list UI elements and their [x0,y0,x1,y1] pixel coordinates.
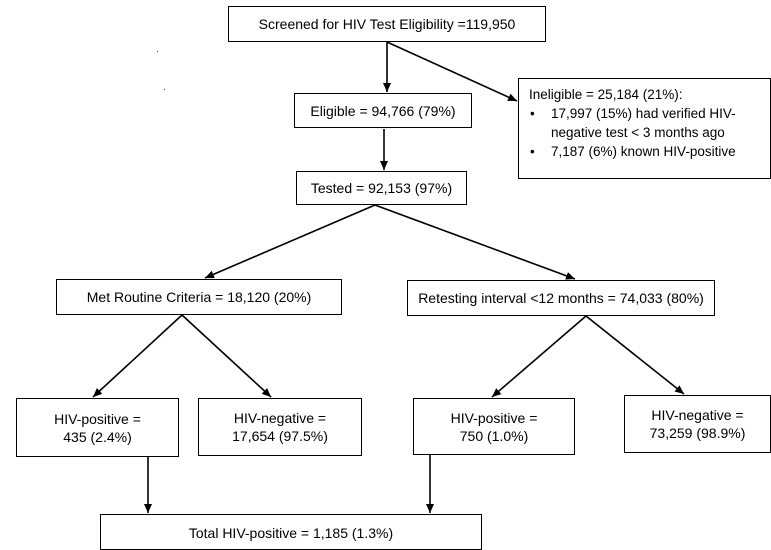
routine-positive-line1: HIV-positive = [54,410,141,427]
routine-positive-box: HIV-positive = 435 (2.4%) [16,398,179,457]
stray-dot [157,51,158,52]
routine-negative-line2: 17,654 (97.5%) [232,428,328,444]
ineligible-list: 17,997 (15%) had verified HIV-negative t… [529,104,762,161]
screened-box: Screened for HIV Test Eligibility =119,9… [228,6,546,42]
retest-label: Retesting interval <12 months = 74,033 (… [418,290,704,306]
routine-box: Met Routine Criteria = 18,120 (20%) [56,279,342,315]
ineligible-box: Ineligible = 25,184 (21%): 17,997 (15%) … [518,78,771,179]
retest-negative-box: HIV-negative = 73,259 (98.9%) [624,395,771,453]
total-positive-label: Total HIV-positive = 1,185 (1.3%) [188,525,394,541]
routine-negative-box: HIV-negative = 17,654 (97.5%) [198,398,362,456]
arrow-screened-ineligible [386,41,518,102]
ineligible-bullet: 7,187 (6%) known HIV-positive [530,142,762,161]
arrow-retest-negative [585,315,685,395]
routine-label: Met Routine Criteria = 18,120 (20%) [86,289,312,305]
routine-positive-line2: 435 (2.4%) [63,428,132,445]
arrow-tested-retest [374,204,576,280]
eligible-label: Eligible = 94,766 (79%) [310,102,456,119]
eligible-box: Eligible = 94,766 (79%) [294,93,472,128]
tested-label: Tested = 92,153 (97%) [310,180,453,196]
total-positive-box: Total HIV-positive = 1,185 (1.3%) [100,514,482,550]
arrow-tested-routine [204,204,376,279]
ineligible-bullet: 17,997 (15%) had verified HIV-negative t… [530,104,762,142]
retest-positive-line1: HIV-positive = [450,409,538,426]
retest-positive-line2: 750 (1.0%) [459,427,529,444]
retest-box: Retesting interval <12 months = 74,033 (… [407,280,715,316]
retest-positive-box: HIV-positive = 750 (1.0%) [413,398,575,455]
arrow-retest-positive [491,315,587,398]
retest-negative-line1: HIV-negative = [651,407,744,423]
arrow-routine-positive [92,314,183,398]
ineligible-title: Ineligible = 25,184 (21%): [529,87,683,102]
retest-negative-line2: 73,259 (98.9%) [649,425,746,441]
arrow-routine-negative [181,314,272,398]
stray-dot [164,89,165,90]
screened-label: Screened for HIV Test Eligibility =119,9… [258,16,516,32]
routine-negative-line1: HIV-negative = [233,410,327,426]
tested-box: Tested = 92,153 (97%) [296,171,467,205]
